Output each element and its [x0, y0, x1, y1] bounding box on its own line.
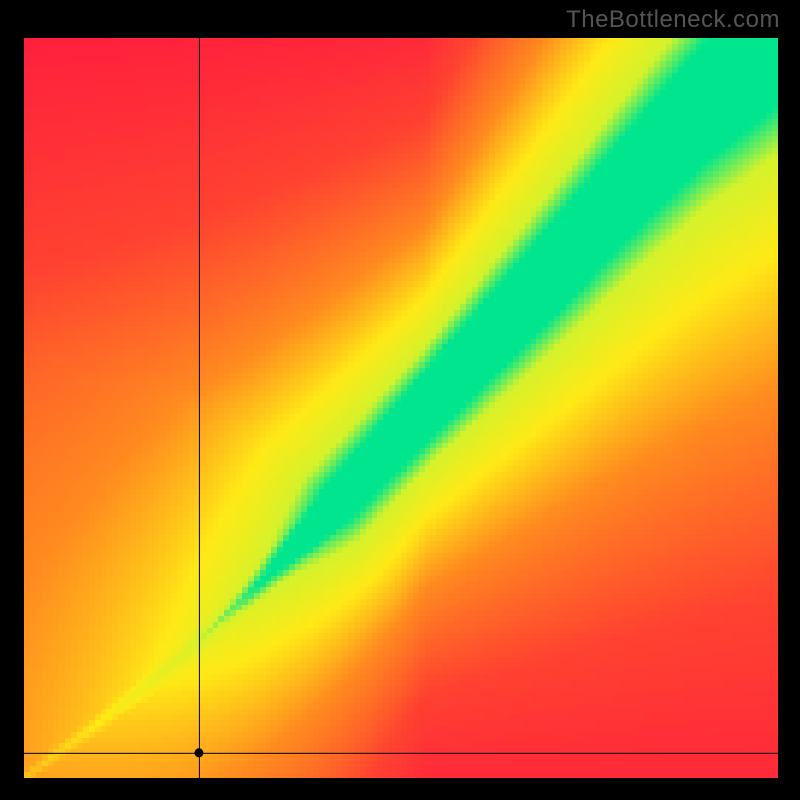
watermark-text: TheBottleneck.com [566, 6, 780, 34]
heatmap-canvas [24, 38, 778, 778]
chart-frame: TheBottleneck.com [0, 0, 800, 800]
plot-area [24, 38, 778, 778]
